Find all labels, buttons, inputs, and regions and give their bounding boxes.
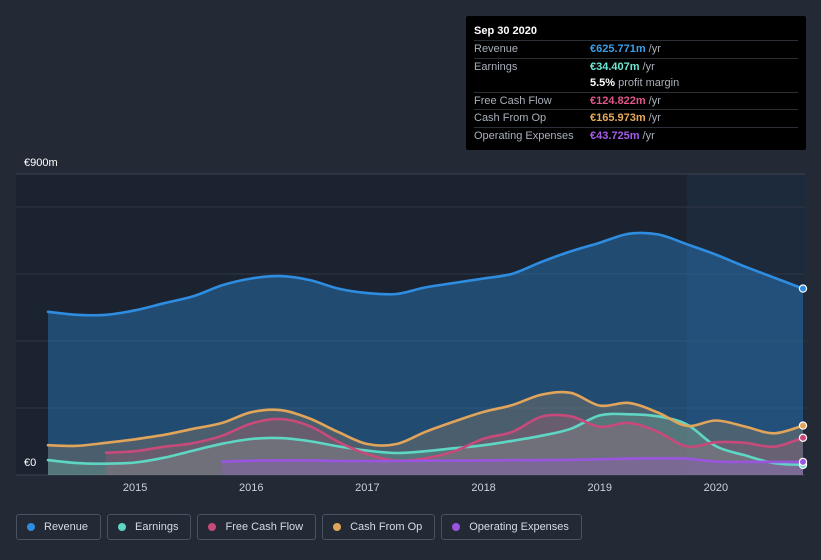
y-axis-top-label: €900m bbox=[24, 157, 58, 169]
series-lines bbox=[46, 231, 805, 467]
tooltip-row: Earnings €34.407m/yr bbox=[474, 57, 798, 76]
plot-background bbox=[16, 174, 805, 475]
tooltip-row: Revenue €625.771m/yr bbox=[474, 40, 798, 58]
end-marker-free-cash-flow[interactable] bbox=[798, 433, 808, 442]
legend-dot-icon bbox=[333, 523, 342, 531]
tooltip-row-value: 5.5% bbox=[590, 77, 616, 89]
legend-item-free-cash-flow[interactable]: Free Cash Flow bbox=[197, 514, 317, 540]
tooltip-row: 5.5% profit margin bbox=[474, 75, 798, 92]
legend-dot-icon bbox=[118, 523, 127, 531]
legend: Revenue Earnings Free Cash Flow Cash From O… bbox=[16, 514, 582, 542]
tooltip-row: Cash From Op €165.973m/yr bbox=[474, 109, 798, 127]
line-cash-from-op[interactable] bbox=[46, 390, 805, 448]
legend-label: Operating Expenses bbox=[469, 521, 569, 533]
legend-label: Earnings bbox=[135, 521, 179, 533]
x-tick-2017: 2017 bbox=[355, 482, 379, 494]
tooltip-row-value: €34.407m bbox=[590, 60, 640, 73]
forecast-shade bbox=[686, 174, 805, 475]
line-free-cash-flow[interactable] bbox=[104, 413, 805, 463]
legend-item-cash-from-op[interactable]: Cash From Op bbox=[322, 514, 436, 540]
tooltip-row-label: Operating Expenses bbox=[474, 129, 574, 142]
tooltip-row: Operating Expenses €43.725m/yr bbox=[474, 126, 798, 145]
tooltip-row-label: Revenue bbox=[474, 43, 519, 55]
legend-item-revenue[interactable]: Revenue bbox=[16, 514, 102, 540]
line-earnings[interactable] bbox=[46, 412, 805, 467]
tooltip-row-label: Free Cash Flow bbox=[474, 94, 552, 107]
legend-dot-icon bbox=[452, 523, 461, 531]
tooltip-row-unit: /yr bbox=[642, 129, 655, 142]
tooltip-rows: Revenue €625.771m/yr Earnings €34.407m/yr 5.… bbox=[474, 40, 798, 144]
gridlines bbox=[16, 173, 805, 476]
chart-area: 2015 2016 2017 2018 2019 2020 €900m €0 bbox=[16, 157, 808, 494]
legend-label: Free Cash Flow bbox=[225, 521, 304, 533]
y-axis-zero-label: €0 bbox=[24, 457, 36, 469]
tooltip-row-value: €43.725m bbox=[590, 129, 640, 142]
line-operating-expenses[interactable] bbox=[220, 456, 805, 464]
x-tick-2019: 2019 bbox=[587, 482, 611, 494]
legend-item-earnings[interactable]: Earnings bbox=[107, 514, 192, 540]
tooltip-row-value: €124.822m bbox=[590, 94, 646, 107]
tooltip-row-unit: /yr bbox=[648, 112, 661, 124]
tooltip-row-label: Earnings bbox=[474, 60, 518, 73]
legend-item-operating-expenses[interactable]: Operating Expenses bbox=[441, 514, 582, 540]
tooltip-date: Sep 30 2020 bbox=[474, 25, 537, 37]
tooltip-row-unit: /yr bbox=[648, 94, 661, 107]
end-marker-cash-from-op[interactable] bbox=[798, 421, 808, 430]
tooltip-row-unit: /yr bbox=[648, 43, 661, 55]
tooltip-row: Free Cash Flow €124.822m/yr bbox=[474, 91, 798, 110]
legend-label: Revenue bbox=[44, 521, 89, 533]
legend-label: Cash From Op bbox=[350, 521, 423, 533]
area-operating-expenses bbox=[222, 458, 803, 475]
legend-dot-icon bbox=[208, 523, 217, 531]
end-markers bbox=[798, 284, 808, 470]
tooltip-row-unit: /yr bbox=[642, 60, 655, 73]
tooltip-row-unit: profit margin bbox=[618, 77, 680, 89]
tooltip-panel: Sep 30 2020 Revenue €625.771m/yr Earnings €… bbox=[466, 16, 806, 150]
tooltip-row-label bbox=[474, 75, 590, 92]
line-revenue[interactable] bbox=[46, 231, 805, 317]
tooltip-row-label: Cash From Op bbox=[474, 112, 547, 124]
tooltip-row-value: €165.973m bbox=[590, 112, 646, 124]
legend-dot-icon bbox=[27, 523, 35, 531]
x-axis-ticks: 2015 2016 2017 2018 2019 2020 bbox=[123, 482, 728, 494]
x-tick-2020: 2020 bbox=[704, 482, 728, 494]
end-marker-operating-expenses[interactable] bbox=[798, 457, 808, 467]
end-marker-revenue[interactable] bbox=[798, 284, 808, 293]
x-tick-2016: 2016 bbox=[239, 482, 263, 494]
tooltip-row-value: €625.771m bbox=[590, 43, 646, 55]
x-tick-2015: 2015 bbox=[123, 482, 147, 494]
x-tick-2018: 2018 bbox=[471, 482, 495, 494]
